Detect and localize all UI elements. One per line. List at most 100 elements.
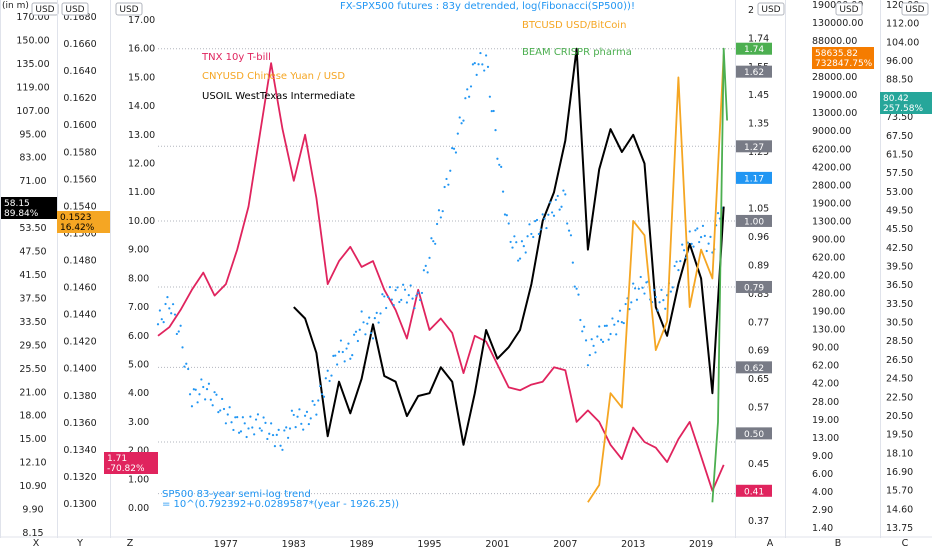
axis-y-tick-label: 0.1640 — [63, 66, 96, 77]
series-point — [207, 382, 211, 385]
series-point — [183, 365, 186, 368]
series-point — [368, 316, 371, 319]
series-point — [232, 428, 235, 432]
series-point — [573, 285, 576, 288]
axis-x-tick-label: 37.50 — [19, 293, 46, 304]
axis-c-tick-label: 67.50 — [886, 131, 913, 142]
series-point — [324, 377, 327, 380]
series-point — [405, 301, 409, 304]
series-point — [196, 401, 199, 404]
series-point — [296, 415, 299, 418]
axis-z[interactable]: 17.00 16.00 15.00 14.00 13.00 12.00 11.00 10.00… — [110, 0, 156, 549]
series-point — [549, 201, 552, 204]
level-tag: 1.27 — [736, 140, 772, 153]
axis-b-tick-label: 28.00 — [812, 397, 839, 408]
legend-usoil: USOIL WestTexas Intermediate — [202, 91, 355, 102]
level-tag-box — [736, 484, 772, 497]
series-point — [479, 51, 482, 55]
currency-chip-label: USD — [839, 5, 858, 15]
series-point — [456, 132, 459, 135]
series-point — [277, 428, 280, 432]
axis-a[interactable]: 21.741.551.451.351.251.151.050.960.890.8… — [735, 0, 785, 549]
axis-b-tick-label: 90.00 — [812, 343, 839, 354]
currency-chip-label: USD — [761, 5, 780, 15]
price-badge-value: 732847.75% — [815, 59, 873, 69]
series-point — [268, 432, 271, 435]
series-point — [581, 330, 584, 333]
series-point — [662, 298, 665, 302]
axis-z-tick-label: 16.00 — [128, 44, 155, 55]
series-point — [202, 385, 205, 389]
axis-z-tick-label: 0.00 — [128, 503, 149, 514]
level-tag: 0.50 — [736, 427, 772, 440]
axis-a-tick-label: 0.37 — [748, 516, 769, 527]
time-axis[interactable]: 1977 1983 1989 1995 2001 2007 2013 2019 — [0, 536, 932, 550]
series-point — [424, 264, 427, 267]
series-point — [690, 242, 693, 245]
series-point — [354, 330, 358, 333]
series-point — [264, 421, 267, 425]
series-point — [275, 433, 278, 436]
series-point — [445, 177, 448, 181]
series-point — [226, 413, 229, 416]
series-point — [503, 213, 507, 216]
axis-a-tick-label: 0.89 — [748, 261, 769, 272]
series-point — [426, 271, 429, 274]
axis-x[interactable]: 170.00 150.00 135.00 119.00 107.00 95.00 83.00… — [0, 0, 59, 549]
series-point — [366, 322, 369, 325]
series-point — [520, 240, 524, 243]
series-point — [273, 445, 277, 448]
axis-c-tick-label: 53.00 — [886, 187, 913, 198]
level-tag-label: 1.62 — [744, 68, 764, 78]
axis-z-tick-label: 13.00 — [128, 130, 155, 141]
series-point — [215, 393, 218, 396]
series-point — [560, 205, 563, 208]
series-point — [675, 260, 678, 263]
series-point — [534, 220, 537, 223]
price-badge-z: 1.71-70.82% — [104, 452, 158, 474]
series-point — [511, 246, 514, 249]
series-point — [194, 388, 197, 391]
series-point — [403, 288, 407, 291]
series-point — [317, 399, 320, 402]
series-point — [247, 427, 250, 430]
series-point — [256, 413, 260, 416]
series-point — [539, 228, 542, 231]
axis-x-tick-label: 18.00 — [19, 411, 46, 422]
axis-b[interactable]: 190000.00130000.0088000.0042000.0028000.… — [785, 0, 864, 549]
series-point — [562, 189, 565, 192]
series-point — [237, 431, 241, 434]
axis-x-tick-label: 170.00 — [16, 12, 49, 23]
axis-z-currency-chip: USD — [115, 2, 143, 16]
series-point — [177, 330, 180, 333]
axis-y-tick-label: 0.1580 — [63, 147, 96, 158]
series-point — [458, 116, 461, 119]
axis-b-tick-label: 1900.00 — [812, 198, 851, 209]
series-point — [494, 129, 497, 132]
series-point — [298, 408, 301, 411]
axis-c-tick-label: 96.00 — [886, 56, 913, 67]
series-point — [287, 436, 290, 439]
axis-y[interactable]: 0.1680 0.1660 0.1640 0.1620 0.1600 0.1580 0.15… — [57, 0, 97, 549]
currency-chip-box — [757, 2, 785, 16]
level-tag-box — [736, 361, 772, 374]
axis-c-tick-label: 88.50 — [886, 75, 913, 86]
axis-b-tick-label: 4200.00 — [812, 162, 851, 173]
axis-y-tick-label: 0.1360 — [63, 418, 96, 429]
level-tag-box — [736, 140, 772, 153]
series-point — [234, 416, 237, 419]
axis-a-tick-label: 0.69 — [748, 346, 769, 357]
series-point — [294, 426, 297, 429]
axis-c-tick-label: 24.50 — [886, 374, 913, 385]
series-point — [358, 328, 361, 331]
series-point — [620, 321, 623, 324]
series-point — [673, 264, 676, 268]
series-point — [249, 415, 252, 418]
axis-b-tick-label: 13.00 — [812, 433, 839, 444]
series-point — [300, 422, 303, 425]
series-point — [517, 259, 520, 262]
series-point — [488, 95, 491, 98]
axis-c[interactable]: 120.00112.00104.0096.0088.5081.0073.5067… — [880, 0, 929, 549]
